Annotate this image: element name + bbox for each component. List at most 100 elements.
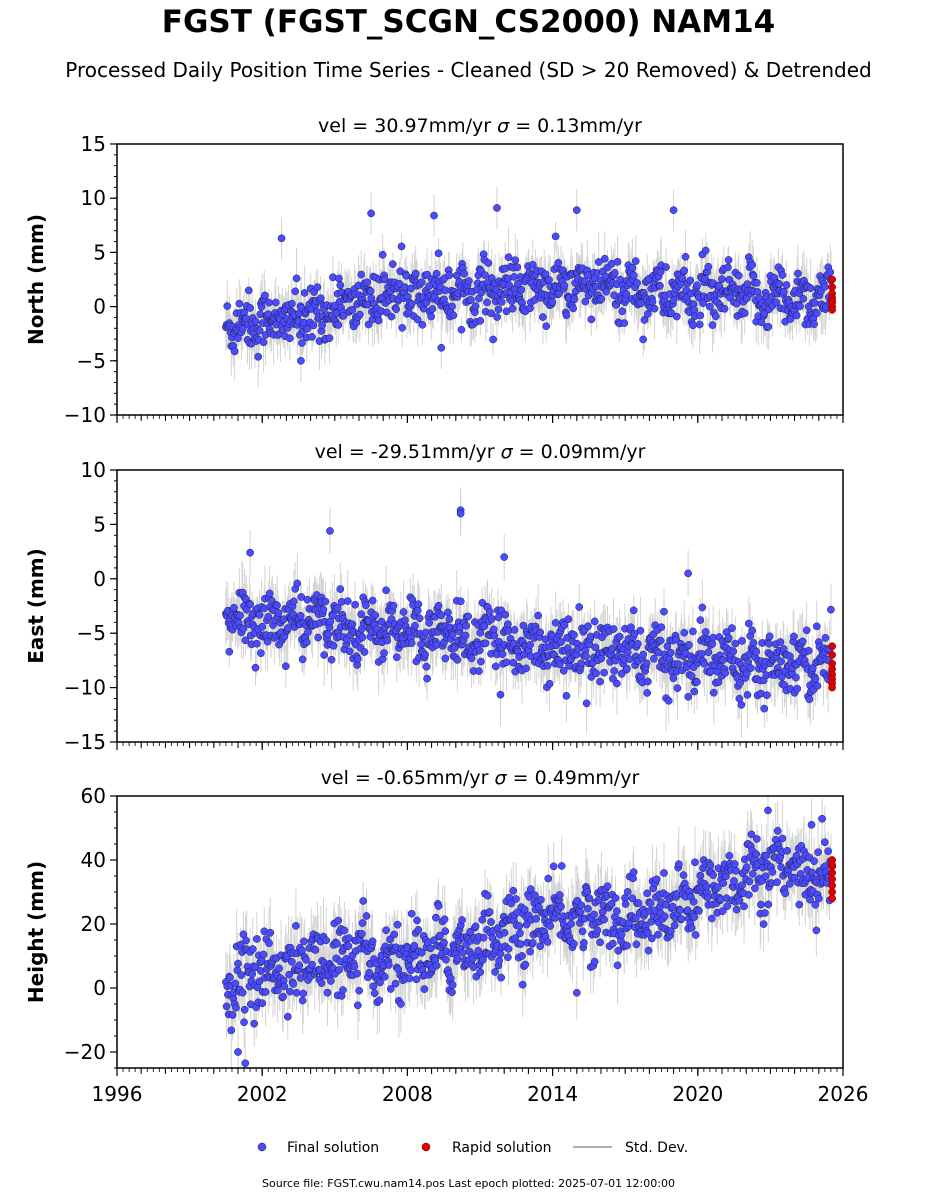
final-solution-point bbox=[258, 622, 267, 631]
final-solution-point bbox=[255, 326, 264, 335]
rapid-solution-point bbox=[828, 275, 836, 284]
y-tick-label: 15 bbox=[81, 132, 106, 156]
final-solution-point bbox=[792, 311, 801, 320]
final-solution-point bbox=[744, 619, 753, 628]
final-solution-point bbox=[274, 609, 283, 617]
velocity-value: vel = -29.51mm/yr bbox=[315, 441, 501, 463]
data-layer bbox=[222, 796, 836, 1068]
final-solution-point bbox=[613, 679, 621, 688]
final-solution-point bbox=[746, 664, 755, 672]
final-solution-point bbox=[777, 657, 785, 666]
final-solution-point bbox=[314, 633, 322, 642]
final-solution-point bbox=[826, 268, 835, 277]
final-solution-point bbox=[355, 310, 364, 319]
final-solution-point bbox=[223, 302, 232, 310]
final-solution-point bbox=[238, 324, 247, 333]
final-solution-point bbox=[425, 282, 433, 291]
final-solution-point bbox=[519, 621, 528, 630]
final-solution-point bbox=[526, 640, 534, 649]
final-solution-point bbox=[640, 316, 649, 324]
final-solution-point bbox=[449, 311, 458, 320]
sigma-symbol: σ bbox=[497, 115, 510, 137]
final-solution-point bbox=[772, 298, 781, 307]
final-solution-point bbox=[697, 649, 706, 658]
final-solution-point bbox=[793, 684, 802, 693]
final-solution-point bbox=[457, 325, 466, 334]
final-solution-point bbox=[475, 667, 483, 675]
final-solution-point bbox=[636, 626, 645, 635]
final-solution-point bbox=[596, 677, 604, 686]
final-solution-point bbox=[398, 323, 407, 332]
final-solution-point bbox=[812, 309, 821, 318]
final-solution-point bbox=[285, 334, 294, 343]
final-solution-point bbox=[672, 312, 681, 321]
final-solution-point bbox=[545, 276, 553, 284]
final-solution-point bbox=[302, 638, 311, 647]
final-solution-point bbox=[554, 258, 563, 267]
final-solution-point bbox=[234, 334, 242, 342]
final-solution-point bbox=[496, 690, 505, 699]
final-solution-point bbox=[407, 639, 416, 647]
final-solution-point bbox=[633, 639, 642, 648]
final-solution-point bbox=[461, 631, 470, 640]
final-solution-point bbox=[333, 604, 342, 612]
final-solution-point bbox=[562, 311, 571, 320]
final-solution-point bbox=[374, 316, 383, 325]
final-solution-point bbox=[628, 264, 637, 272]
final-solution-point bbox=[413, 315, 422, 324]
final-solution-point bbox=[662, 263, 670, 271]
final-solution-point bbox=[339, 311, 348, 320]
final-solution-point bbox=[796, 302, 804, 311]
final-solution-point bbox=[611, 269, 619, 277]
final-solution-point bbox=[778, 271, 787, 279]
final-solution-point bbox=[734, 271, 743, 280]
final-solution-point bbox=[263, 637, 272, 646]
final-solution-point bbox=[680, 628, 689, 637]
final-solution-point bbox=[504, 620, 512, 628]
final-solution-point bbox=[592, 669, 600, 678]
final-solution-point bbox=[569, 304, 578, 313]
y-axis-label: Height (mm) bbox=[24, 861, 48, 1003]
final-solution-point bbox=[487, 614, 496, 623]
final-solution-point bbox=[656, 281, 664, 290]
final-solution-point bbox=[720, 304, 729, 313]
final-solution-point bbox=[782, 281, 791, 289]
final-solution-point bbox=[445, 271, 454, 280]
final-solution-point bbox=[672, 635, 680, 644]
final-solution-point bbox=[254, 352, 263, 361]
final-solution-point bbox=[738, 637, 746, 645]
final-solution-point bbox=[510, 626, 519, 634]
final-solution-point bbox=[324, 630, 333, 639]
sigma-value: = 0.49mm/yr bbox=[507, 767, 640, 789]
final-solution-point bbox=[494, 613, 503, 622]
final-solution-point bbox=[792, 673, 800, 682]
final-solution-point bbox=[569, 630, 578, 639]
final-solution-point bbox=[425, 618, 433, 627]
final-solution-point bbox=[273, 601, 281, 610]
final-solution-point bbox=[736, 679, 744, 687]
final-solution-point bbox=[432, 269, 441, 278]
final-solution-point bbox=[545, 679, 554, 688]
final-solution-point bbox=[742, 669, 751, 678]
final-solution-point bbox=[430, 211, 438, 220]
rapid-solution-point bbox=[828, 642, 836, 651]
final-solution-point bbox=[724, 256, 733, 264]
final-solution-point bbox=[591, 643, 600, 652]
final-solution-point bbox=[721, 669, 730, 677]
final-solution-point bbox=[743, 691, 752, 699]
data-layer bbox=[222, 487, 836, 738]
final-solution-point bbox=[336, 585, 345, 593]
final-solution-point bbox=[481, 639, 490, 648]
y-tick-label: −5 bbox=[77, 621, 106, 645]
final-solution-point bbox=[810, 320, 818, 329]
final-solution-point bbox=[718, 275, 726, 284]
final-solution-point bbox=[345, 647, 354, 656]
final-solution-point bbox=[582, 699, 591, 708]
final-solution-point bbox=[450, 644, 459, 652]
final-solution-point bbox=[794, 269, 802, 278]
final-solution-point bbox=[505, 281, 514, 290]
final-solution-point bbox=[485, 607, 494, 616]
final-solution-point bbox=[448, 302, 456, 311]
final-solution-point bbox=[590, 617, 599, 626]
final-solution-point bbox=[696, 311, 705, 320]
